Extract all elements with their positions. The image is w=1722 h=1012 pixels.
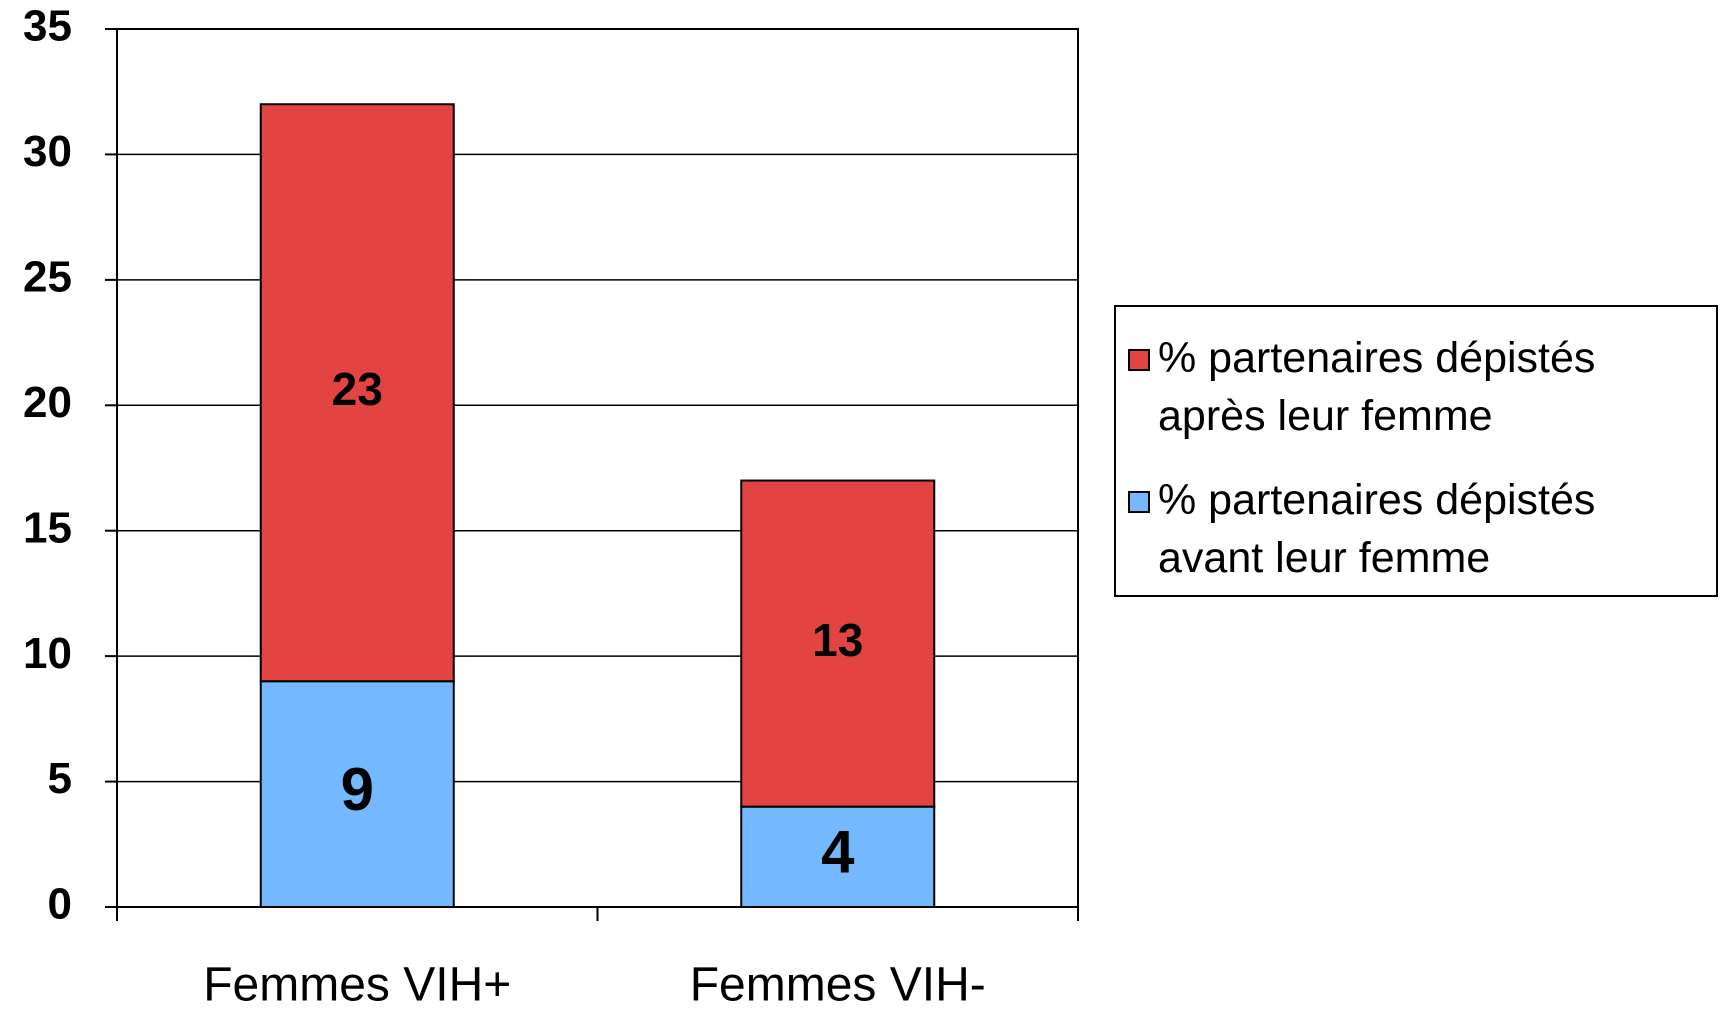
data-label: 4 — [821, 819, 855, 886]
y-tick-label: 25 — [23, 252, 72, 301]
legend: % partenaires dépistés après leur femme%… — [1114, 305, 1718, 597]
legend-item: % partenaires dépistés après leur femme — [1128, 329, 1678, 445]
x-tick-label: Femmes VIH+ — [203, 959, 511, 1012]
y-tick-label: 20 — [23, 378, 72, 427]
legend-item: % partenaires dépistés avant leur femme — [1128, 471, 1678, 587]
data-label: 9 — [341, 756, 374, 823]
bar-segment — [740, 479, 936, 808]
legend-swatch — [1128, 491, 1150, 513]
y-tick-label: 30 — [23, 127, 72, 176]
y-tick-label: 35 — [23, 2, 72, 51]
y-tick-label: 5 — [48, 754, 72, 803]
bar-segment — [740, 805, 936, 909]
legend-label: % partenaires dépistés avant leur femme — [1158, 476, 1596, 582]
y-tick-label: 10 — [23, 629, 72, 678]
bar-segment — [259, 680, 455, 908]
y-tick-label: 15 — [23, 503, 72, 552]
x-tick-label: Femmes VIH- — [690, 959, 986, 1012]
y-tick-label: 0 — [48, 880, 72, 929]
legend-label: % partenaires dépistés après leur femme — [1158, 334, 1596, 440]
data-label: 23 — [332, 363, 383, 415]
data-label: 13 — [812, 614, 863, 666]
bar-segment — [259, 103, 455, 683]
legend-swatch — [1128, 349, 1150, 371]
